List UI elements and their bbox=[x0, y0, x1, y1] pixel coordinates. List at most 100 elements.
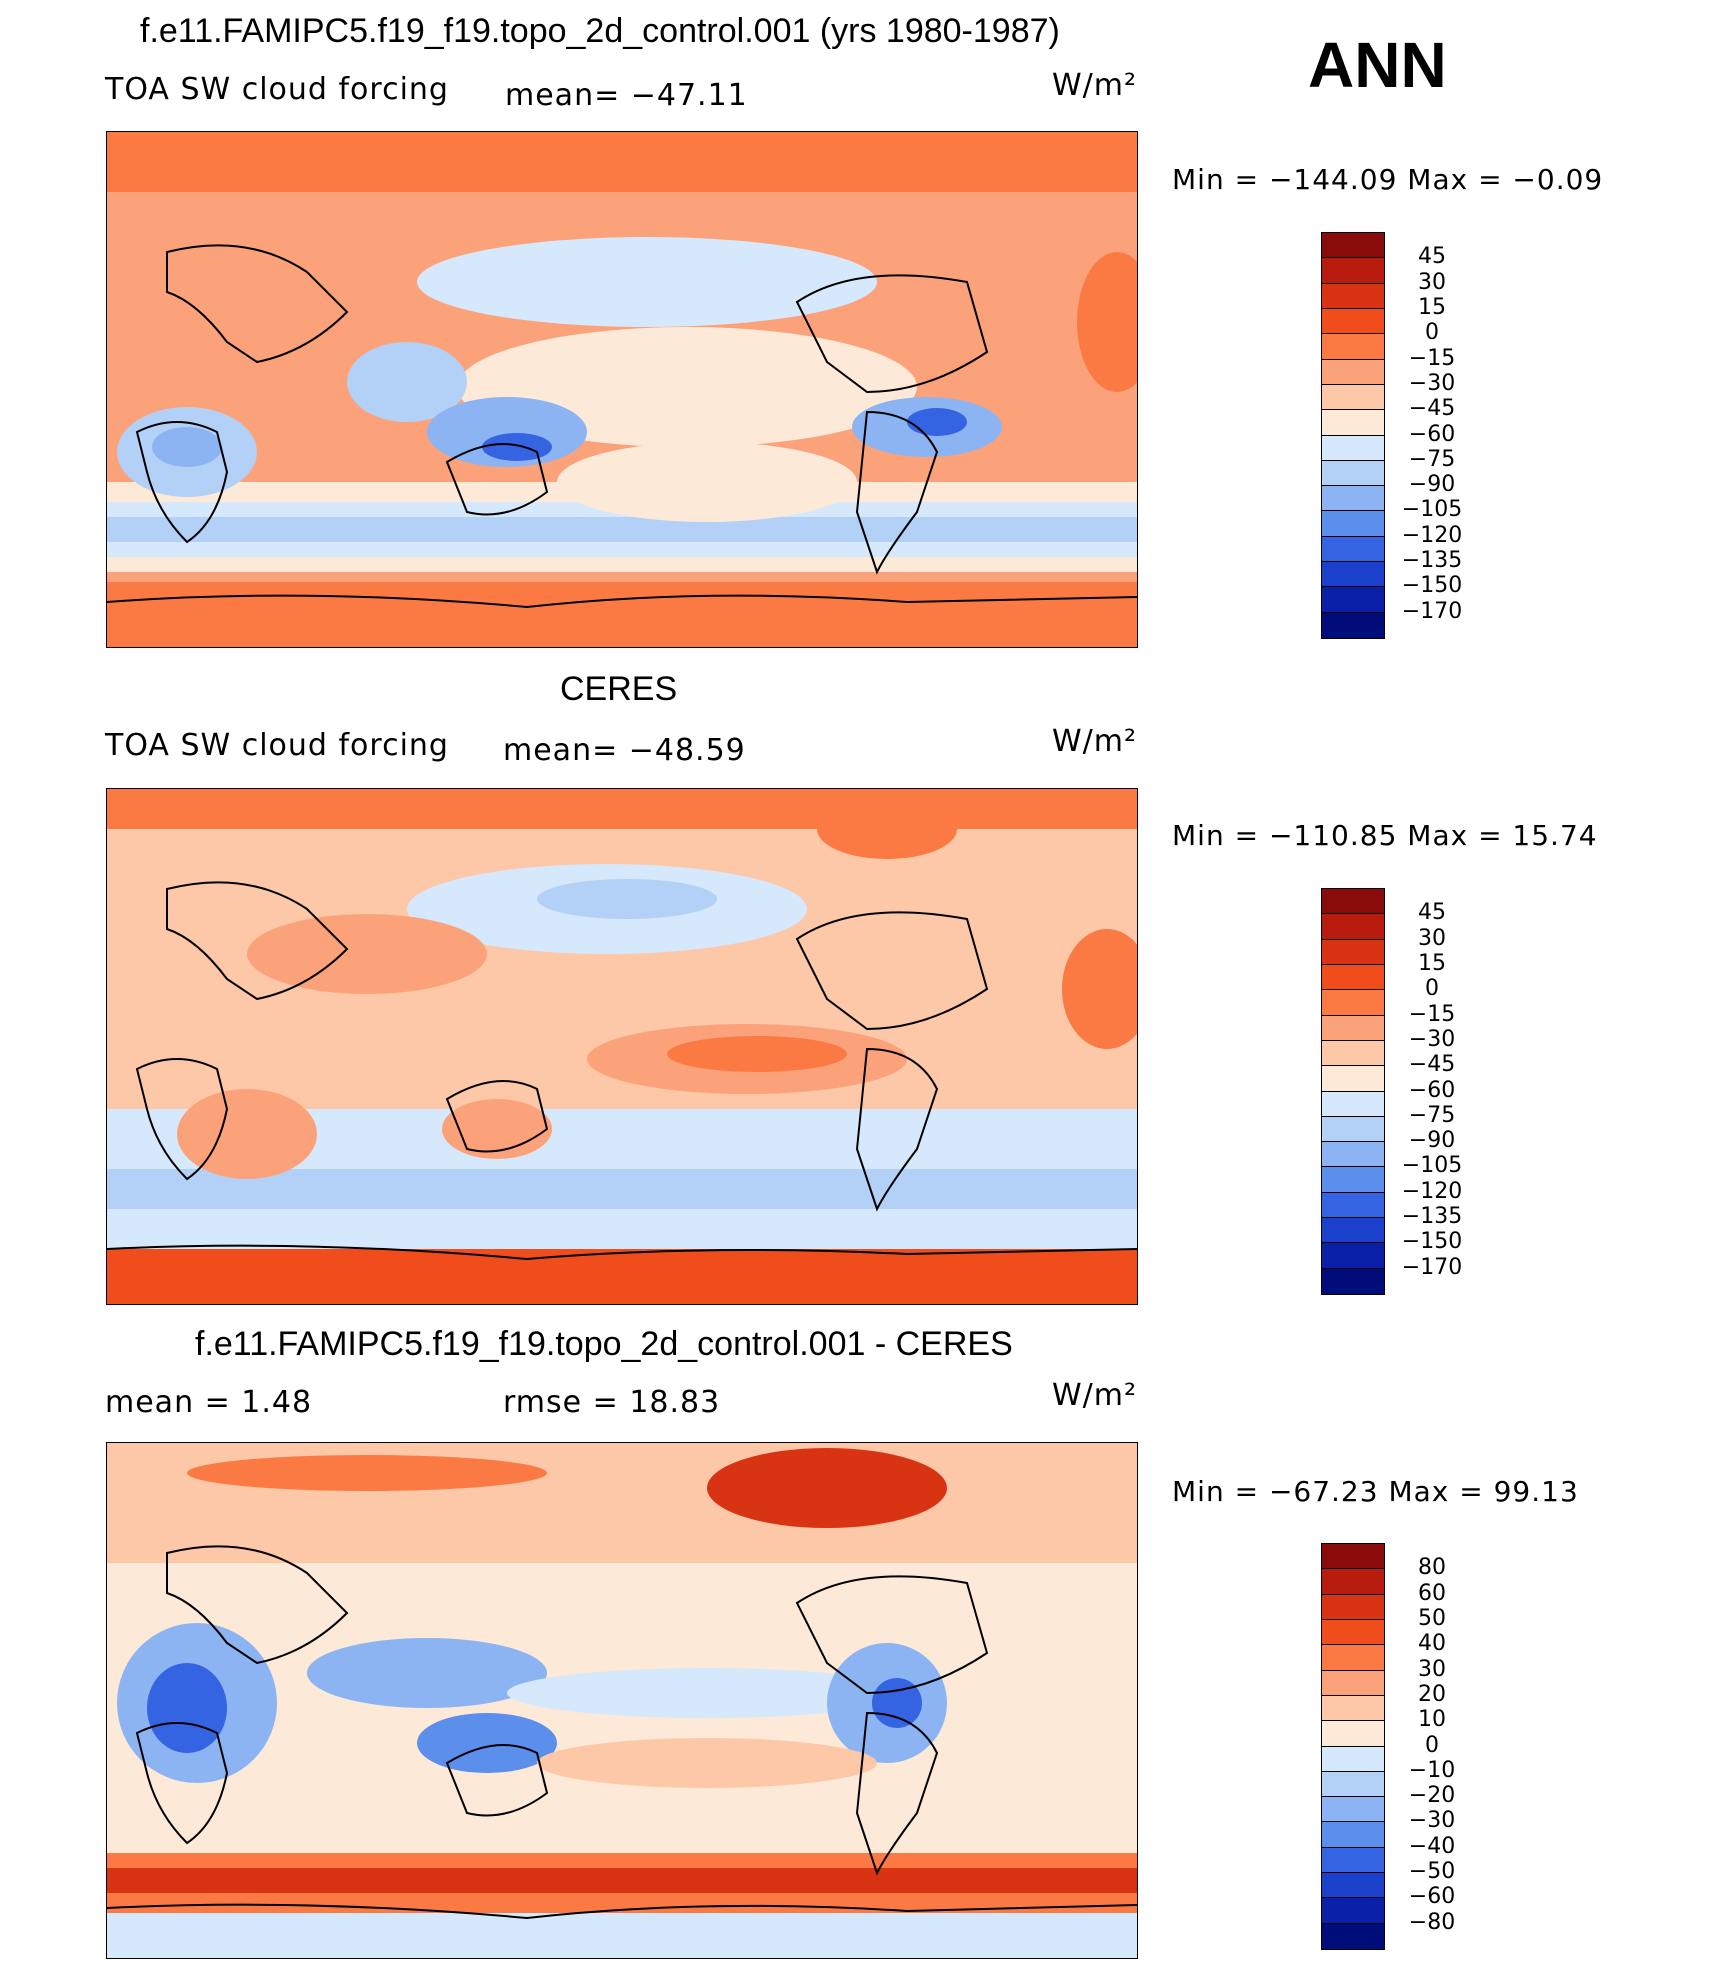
colorbar-tick-label: −40 bbox=[1408, 1833, 1456, 1859]
panel-2-colorbar bbox=[1321, 888, 1385, 1295]
colorbar-tick-label: 45 bbox=[1418, 244, 1446, 270]
colorbar-tick-label: −170 bbox=[1401, 598, 1463, 624]
colorbar-tick-label: 10 bbox=[1418, 1707, 1446, 1733]
colorbar-tick-label: 30 bbox=[1418, 925, 1446, 951]
colorbar-tick-label: −120 bbox=[1401, 522, 1463, 548]
colorbar-tick-label: −50 bbox=[1408, 1859, 1456, 1885]
colorbar-segment bbox=[1322, 308, 1384, 335]
colorbar-segment bbox=[1322, 1923, 1384, 1949]
colorbar-tick-label: −150 bbox=[1401, 573, 1463, 599]
panel-2-map bbox=[106, 788, 1138, 1305]
colorbar-tick-label: −170 bbox=[1401, 1254, 1463, 1280]
colorbar-segment bbox=[1322, 990, 1384, 1016]
colorbar-tick-label: 80 bbox=[1418, 1555, 1446, 1581]
colorbar-tick-label: 40 bbox=[1418, 1631, 1446, 1657]
colorbar-tick-label: 30 bbox=[1418, 1656, 1446, 1682]
colorbar-segment bbox=[1322, 1544, 1384, 1570]
colorbar-tick-label: 0 bbox=[1425, 1732, 1439, 1758]
colorbar-tick-label: 50 bbox=[1418, 1605, 1446, 1631]
colorbar-tick-label: −15 bbox=[1408, 1001, 1456, 1027]
colorbar-segment bbox=[1322, 1569, 1384, 1595]
colorbar-segment bbox=[1322, 384, 1384, 411]
panel-3-units-label: W/m² bbox=[1052, 1378, 1138, 1413]
colorbar-segment bbox=[1322, 587, 1384, 613]
colorbar-tick-label: 15 bbox=[1418, 294, 1446, 320]
colorbar-segment bbox=[1322, 410, 1384, 436]
panel-1-map bbox=[106, 131, 1138, 648]
colorbar-segment bbox=[1322, 1218, 1384, 1244]
panel-2-units-label: W/m² bbox=[1052, 724, 1138, 759]
colorbar-segment bbox=[1322, 1040, 1384, 1067]
colorbar-segment bbox=[1322, 334, 1384, 360]
colorbar-segment bbox=[1322, 1695, 1384, 1722]
colorbar-tick-label: 60 bbox=[1418, 1580, 1446, 1606]
colorbar-segment bbox=[1322, 1771, 1384, 1798]
panel-3-colorbar bbox=[1321, 1543, 1385, 1950]
colorbar-segment bbox=[1322, 1721, 1384, 1747]
panel-3-rmse-label: rmse = 18.83 bbox=[503, 1385, 721, 1420]
colorbar-tick-label: −90 bbox=[1408, 472, 1456, 498]
colorbar-segment bbox=[1322, 233, 1384, 259]
colorbar-tick-label: −30 bbox=[1408, 1026, 1456, 1052]
colorbar-segment bbox=[1322, 964, 1384, 991]
colorbar-tick-label: −105 bbox=[1401, 1153, 1463, 1179]
colorbar-segment bbox=[1322, 1594, 1384, 1620]
colorbar-tick-label: −45 bbox=[1408, 396, 1456, 422]
colorbar-segment bbox=[1322, 1645, 1384, 1671]
colorbar-tick-label: −15 bbox=[1408, 345, 1456, 371]
panel-3-map bbox=[106, 1442, 1138, 1959]
colorbar-segment bbox=[1322, 914, 1384, 940]
panel-3-title: f.e11.FAMIPC5.f19_f19.topo_2d_control.00… bbox=[195, 1325, 1013, 1363]
panel-2-mean-label: mean= −48.59 bbox=[503, 733, 746, 768]
colorbar-segment bbox=[1322, 1822, 1384, 1848]
colorbar-segment bbox=[1322, 460, 1384, 487]
colorbar-tick-label: −150 bbox=[1401, 1229, 1463, 1255]
colorbar-tick-label: −75 bbox=[1408, 1102, 1456, 1128]
colorbar-segment bbox=[1322, 889, 1384, 915]
colorbar-tick-label: −20 bbox=[1408, 1783, 1456, 1809]
colorbar-segment bbox=[1322, 1268, 1384, 1294]
colorbar-segment bbox=[1322, 1015, 1384, 1041]
colorbar-segment bbox=[1322, 1142, 1384, 1168]
panel-2-min-max: Min = −110.85 Max = 15.74 bbox=[1172, 819, 1598, 852]
season-label: ANN bbox=[1308, 29, 1447, 101]
colorbar-segment bbox=[1322, 486, 1384, 512]
panel-1-mean-label: mean= −47.11 bbox=[505, 78, 748, 113]
colorbar-segment bbox=[1322, 1898, 1384, 1924]
colorbar-tick-label: −105 bbox=[1401, 497, 1463, 523]
panel-2-title: CERES bbox=[560, 670, 678, 708]
colorbar-tick-label: 45 bbox=[1418, 900, 1446, 926]
colorbar-tick-label: −135 bbox=[1401, 548, 1463, 574]
colorbar-segment bbox=[1322, 1670, 1384, 1696]
colorbar-tick-label: −10 bbox=[1408, 1757, 1456, 1783]
colorbar-tick-label: 30 bbox=[1418, 269, 1446, 295]
colorbar-segment bbox=[1322, 562, 1384, 588]
panel-3-min-max: Min = −67.23 Max = 99.13 bbox=[1172, 1475, 1579, 1508]
colorbar-tick-label: −60 bbox=[1408, 1884, 1456, 1910]
panel-1-colorbar bbox=[1321, 232, 1385, 639]
colorbar-segment bbox=[1322, 612, 1384, 638]
colorbar-tick-label: −60 bbox=[1408, 421, 1456, 447]
colorbar-segment bbox=[1322, 283, 1384, 309]
colorbar-tick-label: −60 bbox=[1408, 1077, 1456, 1103]
colorbar-segment bbox=[1322, 1116, 1384, 1143]
panel-1-min-max: Min = −144.09 Max = −0.09 bbox=[1172, 163, 1604, 196]
colorbar-segment bbox=[1322, 1091, 1384, 1117]
colorbar-segment bbox=[1322, 1243, 1384, 1269]
colorbar-segment bbox=[1322, 939, 1384, 965]
colorbar-segment bbox=[1322, 511, 1384, 537]
panel-1-variable-label: TOA SW cloud forcing bbox=[105, 72, 449, 107]
colorbar-segment bbox=[1322, 1746, 1384, 1772]
colorbar-segment bbox=[1322, 435, 1384, 461]
colorbar-tick-label: −120 bbox=[1401, 1178, 1463, 1204]
colorbar-tick-label: −90 bbox=[1408, 1128, 1456, 1154]
colorbar-segment bbox=[1322, 359, 1384, 385]
colorbar-segment bbox=[1322, 1847, 1384, 1874]
colorbar-segment bbox=[1322, 1873, 1384, 1899]
colorbar-tick-label: −80 bbox=[1408, 1909, 1456, 1935]
colorbar-tick-label: −30 bbox=[1408, 1808, 1456, 1834]
panel-3-mean-label: mean = 1.48 bbox=[105, 1385, 313, 1420]
colorbar-segment bbox=[1322, 1797, 1384, 1823]
colorbar-segment bbox=[1322, 1066, 1384, 1092]
panel-1-title: f.e11.FAMIPC5.f19_f19.topo_2d_control.00… bbox=[140, 12, 1060, 50]
